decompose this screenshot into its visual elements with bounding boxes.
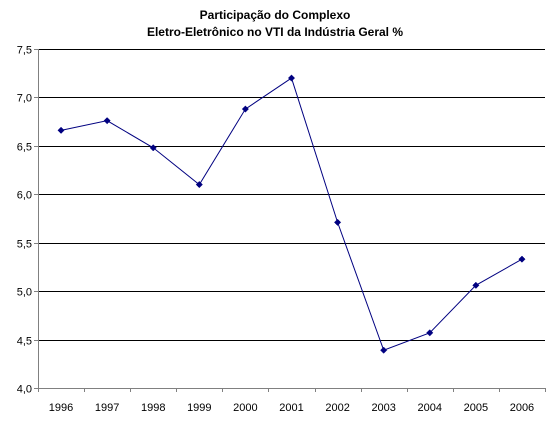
x-tick-label: 2005 [464, 402, 488, 414]
data-point-marker [518, 255, 526, 263]
x-tick-label: 2001 [279, 402, 303, 414]
data-point-marker [380, 346, 388, 354]
y-tick-label: 7,5 [17, 45, 32, 57]
data-point-marker [472, 281, 480, 289]
y-tick-label: 4,0 [17, 384, 32, 396]
x-tick-label: 1998 [141, 402, 165, 414]
data-point-marker [241, 105, 249, 113]
x-tick-label: 2004 [418, 402, 442, 414]
data-point-marker [426, 329, 434, 337]
y-tick-label: 5,5 [17, 239, 32, 251]
y-tick-label: 7,0 [17, 93, 32, 105]
data-point-marker [103, 117, 111, 125]
series-line [60, 77, 523, 351]
x-tick-label: 2002 [325, 402, 349, 414]
x-tick-label: 2003 [371, 402, 395, 414]
x-tick-label: 2000 [233, 402, 257, 414]
chart-title-line-2: Eletro-Eletrônico no VTI da Indústria Ge… [146, 25, 404, 39]
y-tick-label: 6,5 [17, 142, 32, 154]
data-point-marker [334, 218, 342, 226]
y-tick-label: 4,5 [17, 336, 32, 348]
data-point-marker [149, 144, 157, 152]
data-point-marker [195, 181, 203, 189]
chart-title-line-1: Participação do Complexo [199, 8, 351, 22]
x-tick-label: 1997 [95, 402, 119, 414]
data-point-marker [57, 126, 65, 134]
x-tick-label: 1996 [49, 402, 73, 414]
x-tick-label: 1999 [187, 402, 211, 414]
y-tick-label: 6,0 [17, 190, 32, 202]
data-point-marker [287, 74, 296, 82]
x-tick-label: 2006 [510, 402, 534, 414]
y-tick-label: 5,0 [17, 287, 32, 299]
